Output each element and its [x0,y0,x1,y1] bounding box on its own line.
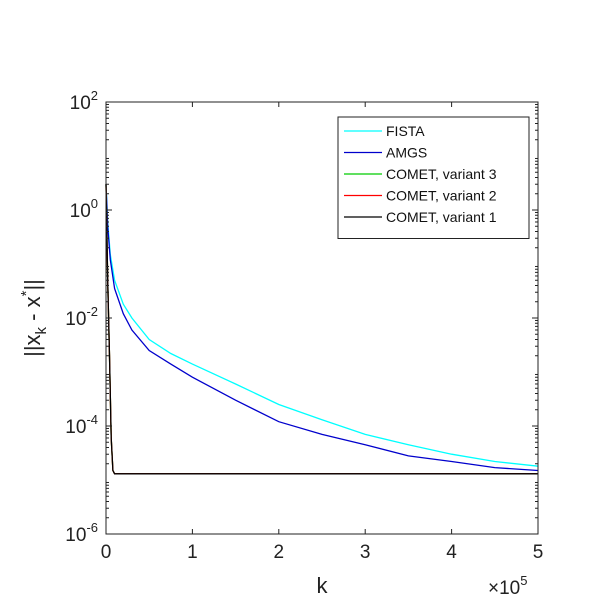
x-tick-label: 1 [187,542,198,563]
legend-label: COMET, variant 1 [386,209,497,225]
x-exponent-base: ×10 [488,578,520,598]
y-tick-label: 10-6 [65,520,98,546]
x-tick-label: 0 [101,542,112,563]
legend: FISTA AMGS COMET, variant 3 COMET, variant … [337,116,530,239]
legend-label: COMET, variant 3 [386,166,497,182]
y-tick-label: 102 [70,88,98,114]
x-axis: 0 1 2 3 4 5 [101,102,544,563]
x-tick-label: 5 [533,542,544,563]
x-tick-label: 2 [274,542,285,563]
x-exponent-power: 5 [520,573,527,588]
y-tick-label: 10-2 [65,304,98,330]
x-tick-label: 4 [446,542,457,563]
legend-label: AMGS [386,145,427,161]
y-tick-label: 10-4 [65,412,98,438]
x-axis-label: k [317,573,329,598]
svg-text:||xk - x*||: ||xk - x*|| [18,279,50,357]
x-tick-label: 3 [360,542,371,563]
legend-label: FISTA [386,123,425,139]
series-line-comet-variant-1 [105,184,538,475]
series-layer [105,184,539,475]
x-axis-exponent: ×105 [488,573,527,598]
series-line-amgs [105,184,539,472]
legend-label: COMET, variant 2 [386,188,497,204]
y-axis: 10-6 10-4 10-2 100 102 [65,88,538,546]
series-line-fista [105,184,539,467]
y-tick-label: 100 [70,196,98,222]
y-axis-label: ||xk - x*|| [18,279,50,357]
legend-box [337,116,530,239]
